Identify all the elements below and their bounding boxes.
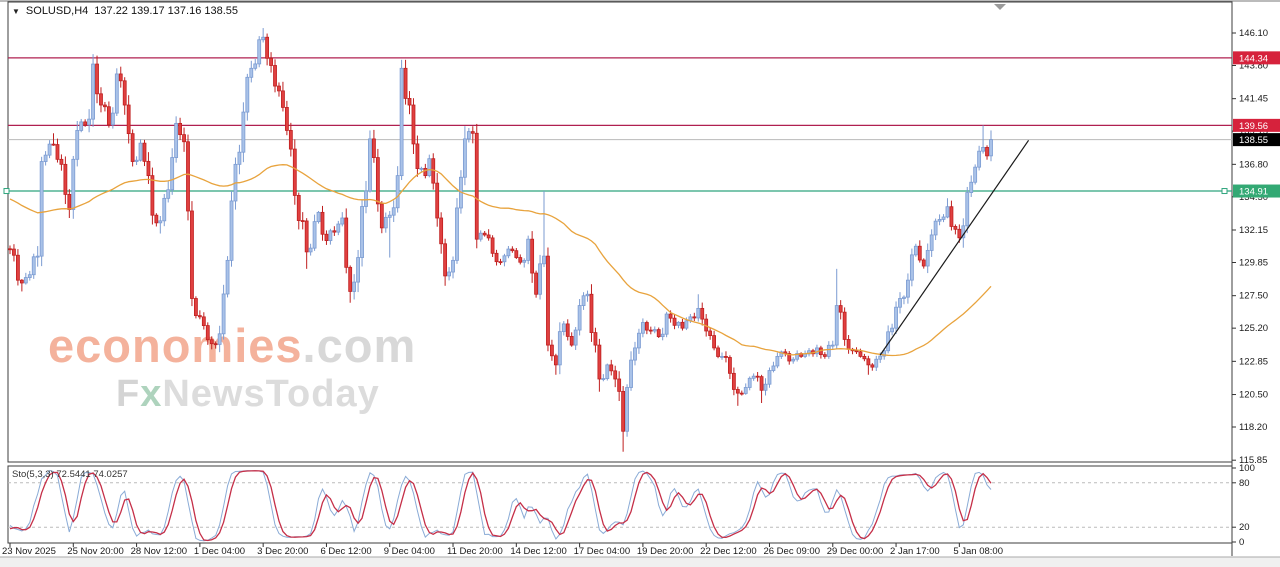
time-tick-label: 11 Dec 20:00 (447, 546, 503, 557)
stochastic-panel[interactable] (8, 469, 1232, 542)
symbol-timeframe-label: SOLUSD,H4 (25, 5, 89, 17)
time-tick-label: 28 Nov 12:00 (131, 546, 188, 557)
price-tick-label: 118.20 (1239, 422, 1267, 433)
time-tick-label: 6 Dec 12:00 (320, 546, 371, 557)
stochastic-tick-label: 80 (1239, 478, 1250, 489)
price-tick-label: 120.50 (1239, 390, 1268, 401)
line-handle-icon[interactable] (3, 188, 10, 195)
time-tick-label: 17 Dec 04:00 (574, 546, 631, 557)
watermark: economies.com FxNewsToday (48, 322, 416, 413)
price-tick-label: 132.15 (1239, 225, 1268, 236)
price-tick-label: 136.80 (1239, 159, 1268, 170)
price-badge-support: 134.91 (1233, 184, 1280, 198)
svg-text:139.56: 139.56 (1239, 121, 1268, 132)
line-handle-icon[interactable] (1221, 188, 1228, 195)
symbol-dropdown-icon[interactable]: ▼ (12, 6, 20, 16)
stochastic-d-line (9, 470, 992, 542)
chart-shift-marker-icon[interactable] (994, 4, 1006, 10)
moving-average-line (9, 164, 992, 357)
time-tick-label: 29 Dec 00:00 (827, 546, 884, 557)
chart-title-bar: ▼ SOLUSD,H4 137.22 139.17 137.16 138.55 (12, 5, 238, 17)
price-badge-resistance: 139.56 (1233, 118, 1280, 132)
time-tick-label: 14 Dec 12:00 (510, 546, 567, 557)
bottom-status-strip (0, 557, 1280, 567)
stochastic-tick-label: 20 (1239, 522, 1250, 533)
time-tick-label: 1 Dec 04:00 (194, 546, 245, 557)
price-tick-label: 141.45 (1239, 94, 1268, 105)
time-tick-label: 19 Dec 20:00 (637, 546, 694, 557)
stochastic-tick-label: 0 (1239, 537, 1244, 548)
candlesticks[interactable] (8, 28, 993, 452)
time-tick-label: 2 Jan 17:00 (890, 546, 940, 557)
stochastic-axis[interactable]: 100 80 20 0 (1232, 463, 1255, 548)
time-tick-label: 9 Dec 04:00 (384, 546, 435, 557)
time-tick-label: 23 Nov 2025 (2, 546, 56, 557)
trendline[interactable] (879, 139, 1030, 356)
stochastic-k-line (9, 469, 992, 542)
watermark-fxnewstoday: FxNewsToday (116, 373, 380, 415)
svg-text:144.34: 144.34 (1239, 53, 1268, 64)
price-axis[interactable]: 146.10143.80141.45139.15136.80134.50132.… (1232, 28, 1268, 466)
price-tick-label: 129.85 (1239, 257, 1268, 268)
price-tick-label: 143.80 (1239, 60, 1268, 71)
time-tick-label: 26 Dec 09:00 (763, 546, 820, 557)
price-tick-label: 127.50 (1239, 291, 1268, 302)
time-axis[interactable]: 23 Nov 2025 25 Nov 20:00 28 Nov 12:00 1 Dec… (2, 543, 1003, 557)
stochastic-tick-label: 100 (1239, 463, 1255, 474)
time-tick-label: 25 Nov 20:00 (67, 546, 124, 557)
price-tick-label: 125.20 (1239, 323, 1268, 334)
price-badge-resistance: 144.34 (1233, 51, 1280, 65)
watermark-economies: economies.com (48, 319, 417, 372)
price-badge-current: 138.55 (1233, 133, 1280, 147)
time-tick-label: 5 Jan 08:00 (953, 546, 1003, 557)
time-tick-label: 22 Dec 12:00 (700, 546, 757, 557)
ohlc-readout: 137.22 139.17 137.16 138.55 (94, 5, 239, 17)
price-tick-label: 115.85 (1239, 455, 1267, 466)
svg-text:134.91: 134.91 (1239, 187, 1268, 198)
price-tick-label: 146.10 (1239, 28, 1268, 39)
level-lines[interactable] (3, 57, 1232, 195)
time-tick-label: 3 Dec 20:00 (257, 546, 308, 557)
svg-text:138.55: 138.55 (1239, 135, 1268, 146)
stochastic-indicator-label: Sto(5,3,3) 72.5441 74.0257 (12, 469, 128, 480)
price-tick-label: 122.85 (1239, 356, 1268, 367)
